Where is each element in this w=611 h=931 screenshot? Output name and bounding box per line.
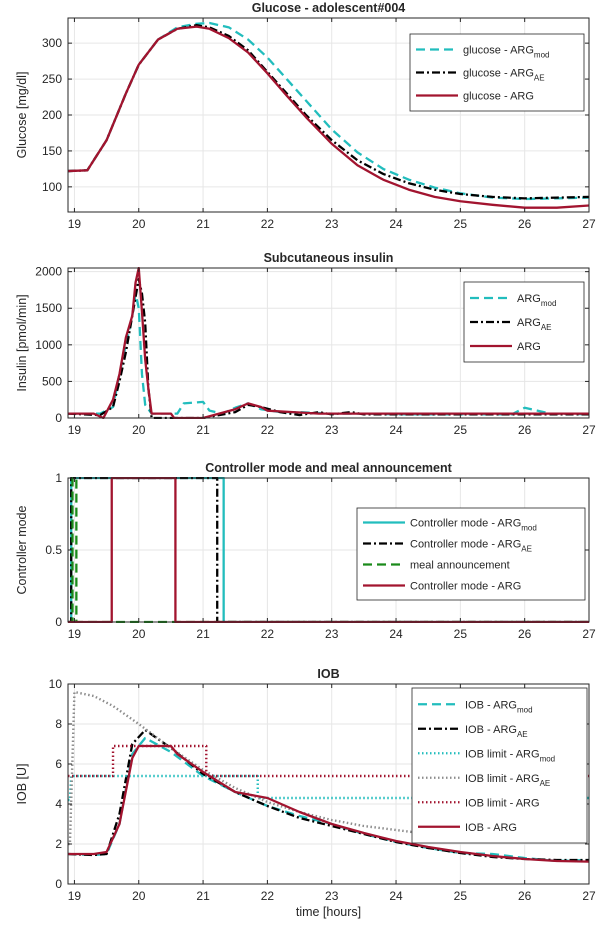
panel-1: 19 20 21 22 23 24 25 26 27 100 150 200 250 300 Glucose… [15,1,596,231]
x-tick-label: 21 [196,889,210,903]
x-tick-label: 24 [389,217,403,231]
series-line-3 [68,25,589,209]
x-tick-label: 27 [582,423,596,437]
y-axis-label: IOB [U] [15,764,29,805]
x-tick-label: 26 [518,423,532,437]
x-tick-label: 27 [582,889,596,903]
legend-entry: ARGAE [517,317,552,332]
chart-title: Glucose - adolescent#004 [252,1,406,15]
x-tick-label: 20 [132,627,146,641]
y-tick-label: 200 [42,108,62,122]
x-tick-label: 26 [518,627,532,641]
legend-entry: IOB limit - ARGAE [465,773,550,788]
x-tick-label: 27 [582,627,596,641]
y-tick-label: 4 [55,797,62,811]
legend-entry: Controller mode - ARGAE [410,539,532,554]
legend-entry: Controller mode - ARG [410,581,521,593]
y-axis-label: Insulin [pmol/min] [15,294,29,391]
y-tick-label: 2 [55,837,62,851]
x-tick-label: 27 [582,217,596,231]
x-tick-label: 19 [68,627,82,641]
legend-entry: glucose - ARGmod [463,45,549,60]
x-tick-label: 20 [132,423,146,437]
y-tick-label: 10 [49,677,63,691]
legend-entry: IOB - ARGmod [465,699,533,714]
x-tick-label: 25 [454,423,468,437]
x-tick-label: 25 [454,889,468,903]
legend-entry: meal announcement [410,560,510,572]
x-tick-label: 19 [68,217,82,231]
x-tick-label: 20 [132,889,146,903]
x-tick-label: 24 [389,627,403,641]
y-tick-label: 250 [42,72,62,86]
x-axis-label: time [hours] [296,905,361,919]
y-tick-label: 500 [42,374,62,388]
y-tick-label: 0 [55,615,62,629]
panel-3: 19 20 21 22 23 24 25 26 27 0 0.5 1 Controller mode a… [15,461,596,641]
y-tick-label: 1 [55,471,62,485]
x-tick-label: 23 [325,423,339,437]
series-line-6 [68,744,589,863]
legend-entry: IOB - ARGAE [465,724,528,739]
x-tick-label: 20 [132,217,146,231]
legend-box [411,687,588,844]
legend: ARGmod ARGAE ARG [463,281,585,363]
legend-entry: IOB - ARG [465,822,517,834]
x-tick-label: 23 [325,889,339,903]
chart-title: Controller mode and meal announcement [205,461,452,475]
y-tick-label: 2000 [35,265,62,279]
legend-entry: Controller mode - ARGmod [410,518,537,533]
x-tick-label: 19 [68,423,82,437]
legend-box [463,281,585,363]
series-group [68,21,589,209]
x-tick-label: 23 [325,627,339,641]
y-tick-label: 0 [55,411,62,425]
x-tick-label: 21 [196,423,210,437]
y-tick-label: 1500 [35,301,62,315]
legend: glucose - ARGmod glucose - ARGAE glucose -… [409,33,585,112]
series-line-2 [68,728,589,862]
legend-entry: IOB limit - ARGmod [465,748,555,763]
x-tick-label: 24 [389,423,403,437]
x-tick-label: 22 [261,423,275,437]
x-tick-label: 21 [196,627,210,641]
series-group [68,267,589,419]
legend-entry: glucose - ARGAE [463,68,545,83]
x-tick-label: 23 [325,217,339,231]
panel-2: 19 20 21 22 23 24 25 26 27 0 500 1000 1500 2000 Subcut… [15,251,596,437]
legend-entry: glucose - ARG [463,91,534,103]
y-tick-label: 100 [42,180,62,194]
legend-entry: ARG [517,341,541,353]
y-tick-label: 0.5 [45,543,62,557]
y-tick-label: 300 [42,36,62,50]
y-tick-label: 1000 [35,338,62,352]
x-tick-label: 24 [389,889,403,903]
y-tick-label: 8 [55,717,62,731]
legend: IOB - ARGmod IOB - ARGAE IOB limit - ARGmo… [411,687,588,844]
chart-title: IOB [317,667,339,681]
x-tick-label: 21 [196,217,210,231]
x-tick-label: 19 [68,889,82,903]
legend-entry: IOB limit - ARG [465,797,540,809]
legend: Controller mode - ARGmod Controller mode … [356,507,586,601]
x-tick-label: 22 [261,217,275,231]
y-axis-label: Glucose [mg/dl] [15,72,29,159]
axes-box [67,683,590,885]
x-tick-label: 26 [518,889,532,903]
series-line-3 [68,267,589,419]
x-tick-label: 25 [454,627,468,641]
chart-title: Subcutaneous insulin [264,251,394,265]
x-tick-label: 22 [261,627,275,641]
x-tick-label: 26 [518,217,532,231]
x-tick-label: 25 [454,217,468,231]
y-tick-label: 6 [55,757,62,771]
x-tick-label: 22 [261,889,275,903]
legend-entry: ARGmod [517,293,556,308]
axes-box [67,267,590,419]
y-tick-label: 0 [55,877,62,891]
y-axis-label: Controller mode [15,505,29,594]
y-tick-label: 150 [42,144,62,158]
